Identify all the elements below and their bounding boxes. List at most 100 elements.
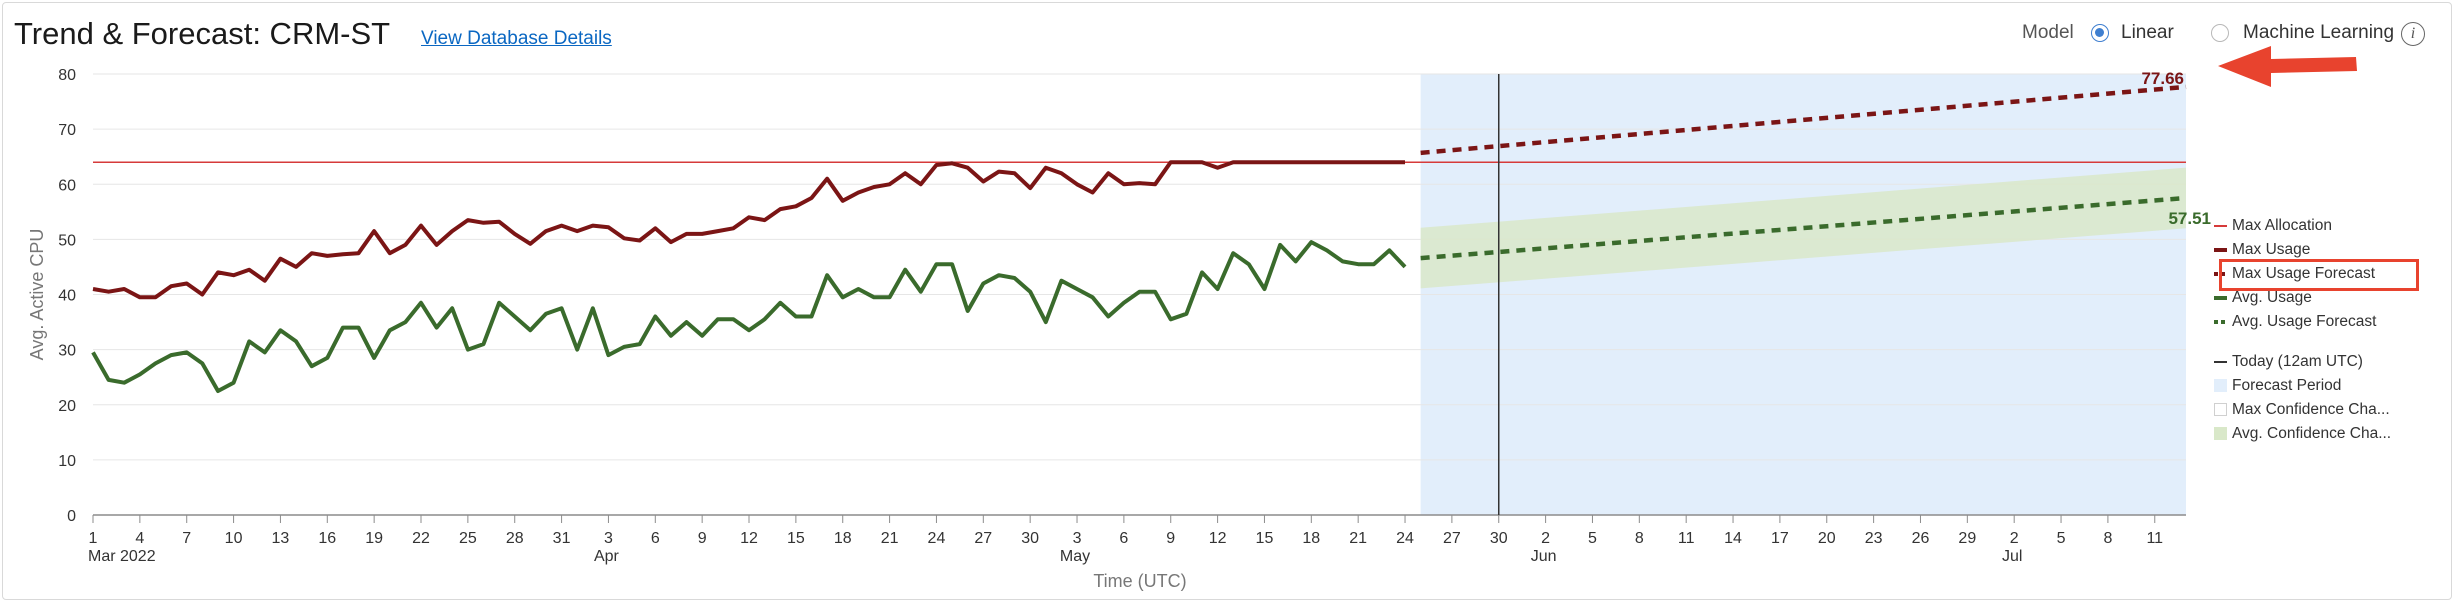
x-tick-label: 18: [834, 530, 852, 547]
max-usage-forecast-line: [1420, 84, 2187, 156]
x-tick-label: 29: [1958, 530, 1976, 547]
y-tick-label: 30: [58, 343, 76, 360]
legend-swatch: [2214, 296, 2227, 300]
legend-avg-confidence[interactable]: Avg. Confidence Cha...: [2214, 424, 2392, 444]
x-tick-label: 16: [318, 530, 336, 547]
legend-forecast-period[interactable]: Forecast Period: [2214, 376, 2342, 396]
legend-label: Max Allocation: [2232, 217, 2332, 234]
x-tick-label: 26: [1912, 530, 1930, 547]
x-tick-label: 7: [182, 530, 191, 547]
x-tick-label: 31: [553, 530, 571, 547]
legend-label: Max Usage Forecast: [2232, 265, 2375, 282]
legend-today[interactable]: Today (12am UTC): [2214, 352, 2363, 372]
x-tick-label: 24: [928, 530, 946, 547]
x-tick-label: 6: [651, 530, 660, 547]
y-tick-label: 50: [58, 232, 76, 249]
x-tick-label: 27: [974, 530, 992, 547]
x-tick-label: 5: [1588, 530, 1597, 547]
x-tick-label: 21: [881, 530, 899, 547]
max-usage-line: [92, 160, 1405, 300]
view-database-details-link[interactable]: View Database Details: [421, 28, 612, 49]
x-tick-label: 22: [412, 530, 430, 547]
legend-label: Max Usage: [2232, 241, 2311, 258]
linear-radio-label[interactable]: Linear: [2121, 22, 2174, 43]
legend-swatch: [2214, 379, 2227, 392]
x-tick-label: 18: [1302, 530, 1320, 547]
legend-label: Today (12am UTC): [2232, 353, 2363, 370]
x-tick-label: 12: [740, 530, 758, 547]
legend-label: Avg. Usage: [2232, 289, 2312, 306]
x-month-label: Jun: [1531, 548, 1557, 565]
y-tick-label: 0: [67, 508, 76, 525]
legend-max-usage[interactable]: Max Usage: [2214, 240, 2311, 260]
legend-label: Max Confidence Cha...: [2232, 401, 2390, 418]
x-tick-label: 21: [1349, 530, 1367, 547]
x-tick-label: 5: [2057, 530, 2066, 547]
model-label: Model: [2022, 22, 2074, 43]
x-tick-label: 8: [1635, 530, 1644, 547]
x-tick-label: 20: [1818, 530, 1836, 547]
x-tick-label: 4: [135, 530, 144, 547]
y-axis-title: Avg. Active CPU: [27, 229, 47, 361]
legend-label: Avg. Usage Forecast: [2232, 313, 2377, 330]
x-tick-label: 2: [1541, 530, 1550, 547]
avg-confidence-band: [1420, 167, 2186, 289]
legend-avg-usage[interactable]: Avg. Usage: [2214, 288, 2312, 308]
x-tick-label: 3: [1073, 530, 1082, 547]
x-tick-label: 9: [698, 530, 707, 547]
legend-highlight-box: [2219, 259, 2419, 291]
legend-label: Forecast Period: [2232, 377, 2342, 394]
x-axis-title: Time (UTC): [1093, 571, 1186, 591]
x-tick-label: 19: [365, 530, 383, 547]
x-tick-label: 13: [272, 530, 290, 547]
linear-radio[interactable]: [2091, 24, 2109, 42]
legend-swatch: [2214, 403, 2227, 416]
legend-label: Avg. Confidence Cha...: [2232, 425, 2392, 442]
x-tick-label: 24: [1396, 530, 1414, 547]
avg-forecast-end-label: 57.51: [2168, 209, 2211, 228]
x-tick-label: 1: [89, 530, 98, 547]
max-forecast-end-label: 77.66: [2141, 69, 2184, 88]
y-tick-label: 10: [58, 453, 76, 470]
legend-avg-usage-forecast[interactable]: Avg. Usage Forecast: [2214, 312, 2377, 332]
x-month-label: Apr: [594, 548, 620, 565]
x-tick-label: 17: [1771, 530, 1789, 547]
x-month-label: Mar 2022: [88, 548, 156, 565]
y-tick-label: 70: [58, 122, 76, 139]
legend-max-allocation[interactable]: Max Allocation: [2214, 216, 2332, 236]
legend-swatch: [2214, 361, 2227, 363]
legend-swatch: [2214, 248, 2227, 252]
x-month-label: Jul: [2002, 548, 2022, 565]
x-tick-label: 3: [604, 530, 613, 547]
x-tick-label: 6: [1119, 530, 1128, 547]
x-tick-label: 15: [787, 530, 805, 547]
x-tick-label: 12: [1209, 530, 1227, 547]
machine-learning-radio[interactable]: [2211, 24, 2229, 42]
y-tick-label: 80: [58, 67, 76, 84]
x-tick-label: 14: [1724, 530, 1742, 547]
x-tick-label: 30: [1021, 530, 1039, 547]
x-tick-label: 9: [1166, 530, 1175, 547]
avg-usage-line: [91, 240, 1407, 393]
legend-swatch: [2214, 427, 2227, 440]
x-tick-label: 11: [1678, 530, 1695, 547]
x-tick-label: 30: [1490, 530, 1508, 547]
x-tick-label: 2: [2010, 530, 2019, 547]
x-month-label: May: [1060, 548, 1090, 565]
x-tick-label: 15: [1256, 530, 1274, 547]
machine-learning-radio-label[interactable]: Machine Learning: [2243, 22, 2395, 43]
x-tick-label: 8: [2103, 530, 2112, 547]
page-title: Trend & Forecast: CRM-ST: [14, 16, 391, 51]
legend-swatch: [2214, 225, 2227, 227]
x-tick-label: 11: [2146, 530, 2163, 547]
x-tick-label: 28: [506, 530, 524, 547]
legend-max-confidence[interactable]: Max Confidence Cha...: [2214, 400, 2390, 420]
y-tick-label: 20: [58, 398, 76, 415]
x-tick-label: 25: [459, 530, 477, 547]
x-tick-label: 27: [1443, 530, 1461, 547]
y-tick-label: 40: [58, 288, 76, 305]
info-icon[interactable]: i: [2401, 22, 2425, 46]
x-tick-label: 10: [225, 530, 243, 547]
x-tick-label: 23: [1865, 530, 1883, 547]
